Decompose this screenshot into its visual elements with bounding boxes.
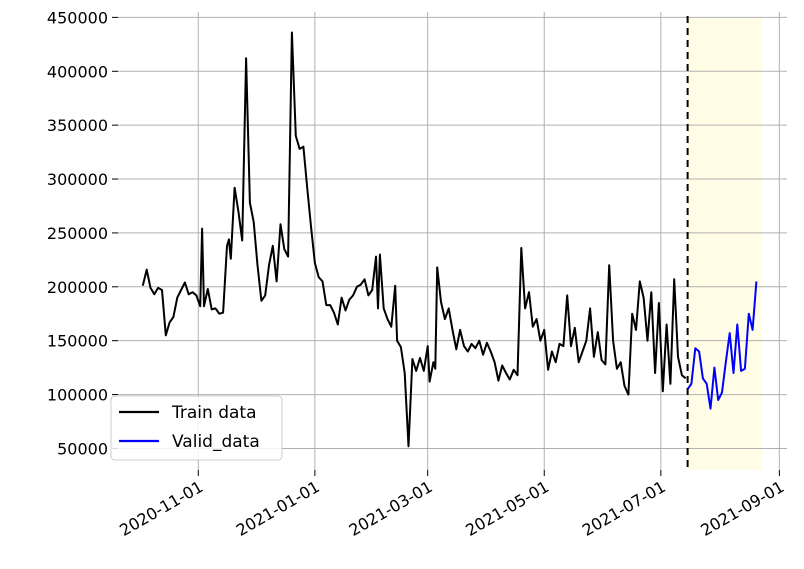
series-layer bbox=[141, 31, 758, 448]
validation-highlight-layer bbox=[687, 17, 763, 470]
y-tick-label: 450000 bbox=[47, 8, 108, 27]
y-tick-label: 250000 bbox=[47, 224, 108, 243]
legend: Train data Valid_data bbox=[110, 395, 283, 461]
x-tick-label: 2021-05-01 bbox=[462, 477, 552, 540]
y-tick-label: 100000 bbox=[47, 386, 108, 405]
y-tick-label: 350000 bbox=[47, 116, 108, 135]
grid-layer bbox=[118, 12, 787, 470]
y-tick-label: 200000 bbox=[47, 278, 108, 297]
x-tick-label: 2020-11-01 bbox=[116, 477, 206, 540]
legend-label-valid: Valid_data bbox=[172, 432, 260, 452]
y-tick-label: 50000 bbox=[57, 439, 108, 458]
legend-label-train: Train data bbox=[171, 403, 257, 423]
valid-data-line bbox=[686, 281, 758, 410]
train-data-line bbox=[141, 31, 687, 448]
x-tick-label: 2021-03-01 bbox=[346, 477, 436, 540]
validation-region bbox=[687, 17, 763, 470]
y-tick-label: 400000 bbox=[47, 62, 108, 81]
y-tick-label: 300000 bbox=[47, 170, 108, 189]
x-tick-label: 2021-09-01 bbox=[697, 477, 787, 540]
y-tick-label: 150000 bbox=[47, 332, 108, 351]
x-tick-label: 2021-07-01 bbox=[579, 477, 669, 540]
x-tick-label: 2021-01-01 bbox=[233, 477, 323, 540]
